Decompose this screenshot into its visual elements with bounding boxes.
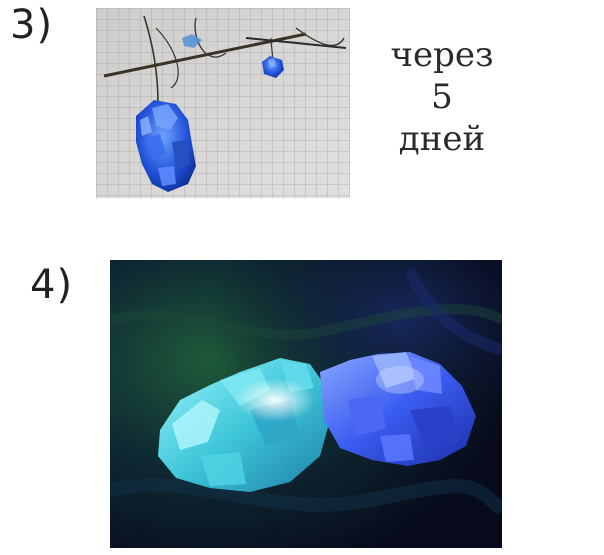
small-crystal	[262, 56, 284, 78]
glowing-crystal-blue	[320, 352, 476, 466]
step-4-photo	[110, 260, 502, 548]
step-3-label: 3)	[10, 2, 54, 48]
caption-line-3: дней	[398, 119, 486, 159]
step-3-caption: через 5 дней	[380, 34, 504, 160]
caption-line-1: через	[390, 35, 494, 75]
thread	[143, 15, 159, 104]
step-3-photo-illustration	[96, 8, 350, 198]
step-4-label: 4)	[30, 262, 74, 308]
caption-line-2: 5	[431, 77, 453, 117]
crystal-cluster	[136, 100, 196, 192]
step-4-photo-illustration	[110, 260, 502, 548]
glowing-crystal-cyan	[158, 358, 330, 492]
step-3-photo	[96, 8, 350, 198]
